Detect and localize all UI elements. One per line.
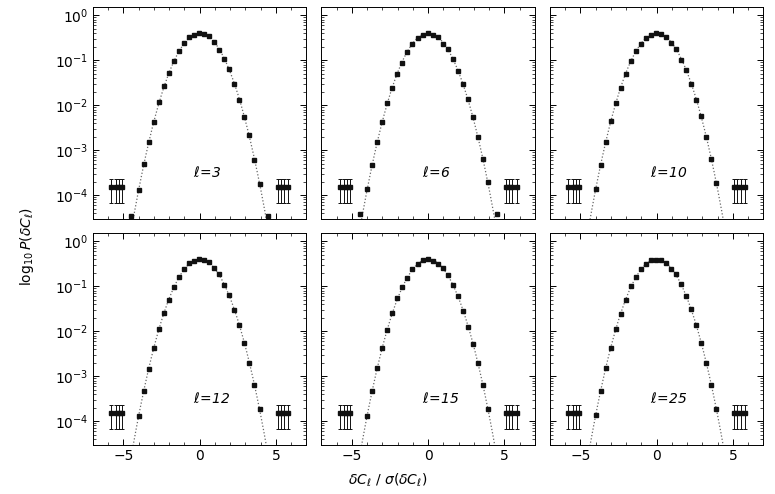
Text: $\ell\!=\!$25: $\ell\!=\!$25 (650, 391, 687, 406)
Text: $\ell\!=\!$15: $\ell\!=\!$15 (422, 391, 459, 406)
Text: $\log_{10} P(\delta C_\ell)$: $\log_{10} P(\delta C_\ell)$ (18, 207, 36, 287)
Text: $\ell\!=\!$10: $\ell\!=\!$10 (650, 165, 687, 180)
Text: $\ell\!=\!$6: $\ell\!=\!$6 (422, 165, 450, 180)
Text: $\ell\!=\!$12: $\ell\!=\!$12 (193, 391, 231, 406)
Text: $\delta C_\ell \ / \ \sigma(\delta C_\ell)$: $\delta C_\ell \ / \ \sigma(\delta C_\el… (348, 472, 427, 489)
Text: $\ell\!=\!$3: $\ell\!=\!$3 (193, 165, 222, 180)
